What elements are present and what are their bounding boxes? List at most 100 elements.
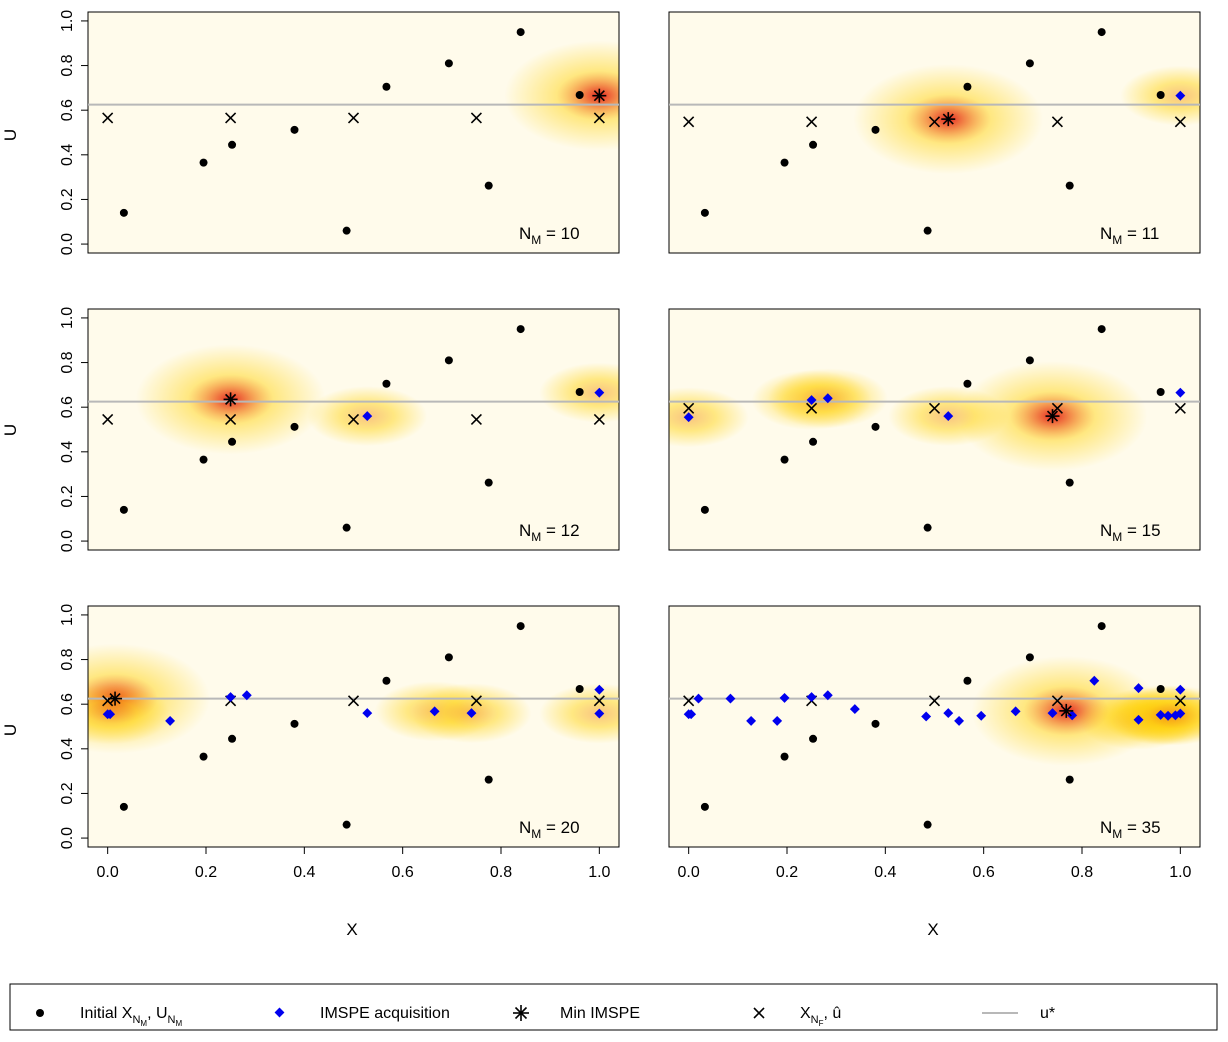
initial-point — [780, 455, 789, 464]
xnf-uhat-marker — [470, 413, 482, 426]
panel-label-n: N — [1100, 818, 1112, 837]
asterisk-stroke — [593, 90, 605, 102]
xnf-uhat-marker — [1174, 402, 1186, 414]
initial-point — [1156, 91, 1165, 100]
acquisition-point — [594, 708, 605, 719]
initial-point — [963, 676, 972, 685]
panel-label-sub: M — [531, 827, 541, 841]
acquisition-point — [943, 708, 954, 719]
panel-nm-10: 0.0 0.2 0.4 0.6 0.8 1.0 NM = 10 — [59, 10, 620, 255]
initial-point — [1025, 356, 1034, 365]
xnf-stroke — [1051, 116, 1063, 128]
xnf-stroke — [1051, 695, 1063, 707]
acquisition-point — [105, 709, 116, 720]
acquisition-point — [362, 708, 373, 719]
panel-label-sub: M — [531, 233, 541, 247]
xnf-stroke — [347, 695, 360, 707]
acquisition-point — [693, 693, 704, 704]
min-imspe-marker — [1059, 703, 1074, 718]
xnf-uhat-marker — [683, 695, 695, 707]
xnf-uhat-marker — [1174, 116, 1186, 128]
panel-label-n: N — [519, 521, 531, 540]
initial-point — [382, 676, 391, 685]
initial-point — [484, 478, 493, 487]
initial-point — [575, 685, 584, 694]
xnf-uhat-marker — [1051, 402, 1063, 414]
xnf-uhat-marker — [347, 413, 360, 426]
legend-box — [9, 983, 1218, 1031]
acquisition-point — [429, 706, 440, 717]
xnf-uhat-marker — [347, 112, 360, 124]
y-tick-label: 1.0 — [59, 604, 76, 626]
initial-point — [923, 820, 932, 829]
acquisition-point — [1047, 708, 1058, 719]
initial-point — [963, 379, 972, 388]
y-tick-label: 0.2 — [59, 188, 76, 210]
legend-xnf-label: XNF, û — [800, 1005, 841, 1028]
asterisk-stroke — [942, 113, 954, 125]
acquisition-point — [1133, 714, 1144, 725]
acquisition-point — [683, 412, 694, 423]
xnf-uhat-marker — [593, 413, 605, 426]
min-imspe-marker — [223, 392, 238, 407]
initial-point — [199, 455, 208, 464]
xnf-uhat-marker — [102, 695, 114, 707]
initial-point — [228, 437, 237, 446]
y-tick-label: 0.8 — [59, 54, 76, 76]
y-tick-label: 0.0 — [59, 827, 76, 849]
x-tick-label: 0.2 — [776, 864, 798, 881]
xnf-uhat-marker — [1051, 116, 1063, 128]
y-tick-label: 0.8 — [59, 351, 76, 373]
xnf-uhat-marker — [347, 695, 360, 707]
initial-point — [1065, 181, 1074, 190]
y-axis-title: U — [1, 129, 20, 141]
xnf-stroke — [102, 413, 114, 426]
xnf-stroke — [806, 116, 818, 128]
y-tick-label: 0.8 — [59, 648, 76, 670]
acquisition-point — [165, 715, 176, 726]
initial-point — [484, 775, 493, 784]
initial-point — [1097, 28, 1106, 37]
imspe-surface — [88, 12, 619, 253]
y-tick-label: 1.0 — [59, 307, 76, 329]
initial-point — [1025, 653, 1034, 662]
x-tick-label: 1.0 — [1169, 864, 1191, 881]
initial-point — [119, 802, 128, 811]
initial-point — [516, 325, 525, 334]
initial-point — [290, 422, 299, 431]
acquisition-point — [849, 704, 860, 715]
xnf-stroke — [102, 112, 114, 124]
legend-xnf-marker — [753, 1007, 765, 1019]
y-tick-label: 0.4 — [59, 144, 76, 166]
xnf-stroke — [593, 112, 605, 124]
acquisition-point — [943, 411, 954, 422]
acquisition-point — [822, 690, 833, 701]
xnf-stroke — [470, 112, 482, 124]
panel-nm-35: 0.0 0.2 0.4 0.6 0.8 1.0 NM = 35 — [668, 605, 1201, 881]
initial-point — [809, 140, 818, 149]
xnf-uhat-marker — [470, 695, 482, 707]
y-axis: 0.0 0.2 0.4 0.6 0.8 1.0 — [59, 307, 89, 552]
y-tick-label: 0.0 — [59, 530, 76, 552]
panel-label-n: N — [1100, 224, 1112, 243]
y-tick-label: 0.2 — [59, 782, 76, 804]
acquisition-point — [686, 709, 697, 720]
x-tick-label: 0.0 — [97, 864, 119, 881]
initial-point — [382, 82, 391, 91]
xnf-stroke — [347, 112, 360, 124]
initial-point — [484, 181, 493, 190]
y-axis-title: U — [1, 424, 20, 436]
xnf-stroke — [928, 116, 941, 128]
xnf-stroke — [102, 695, 114, 707]
xnf-uhat-marker — [225, 112, 237, 124]
y-tick-label: 0.6 — [59, 396, 76, 418]
initial-point — [871, 719, 880, 728]
asterisk-stroke — [1046, 410, 1059, 422]
xnf-stroke — [928, 695, 941, 707]
acquisition-point — [976, 710, 987, 721]
imspe-surface — [669, 309, 1200, 550]
initial-point — [1065, 775, 1074, 784]
asterisk-stroke — [109, 693, 121, 705]
initial-point — [963, 82, 972, 91]
legend-acq-marker — [274, 1007, 285, 1018]
